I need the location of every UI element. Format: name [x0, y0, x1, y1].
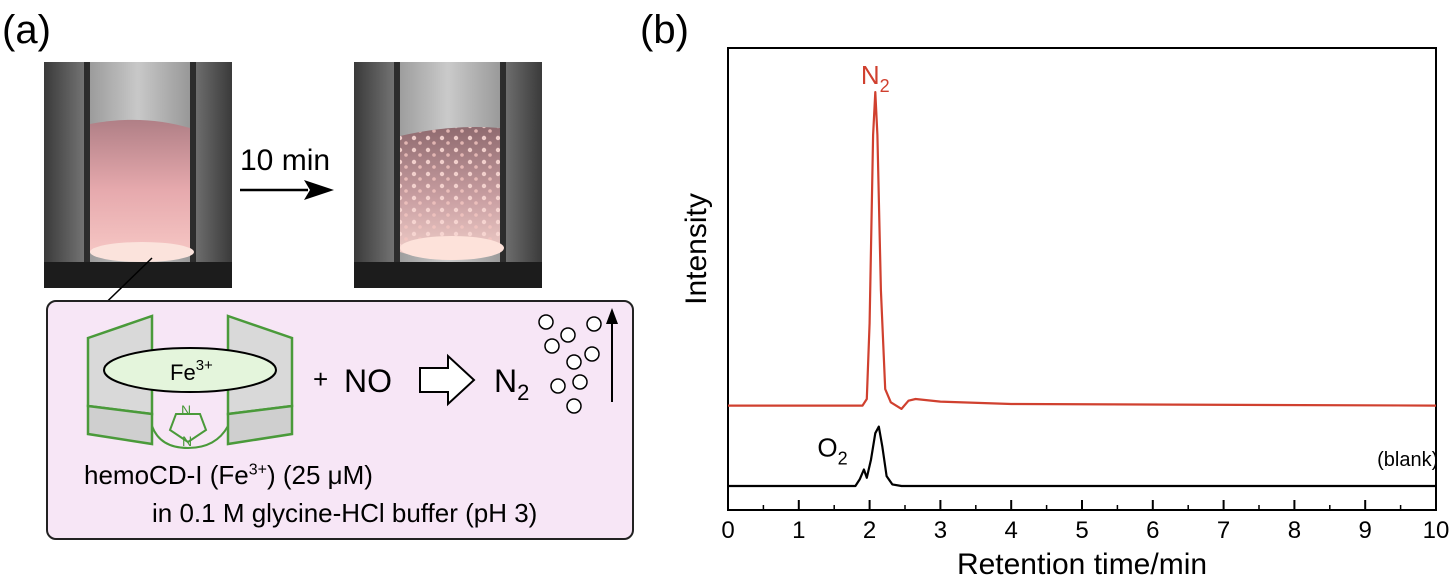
- caption-suffix: ) (25 μM): [266, 460, 373, 490]
- series-group: [728, 90, 1437, 488]
- imidazole-atom-top: N: [181, 402, 191, 418]
- rising-arrow-icon: [606, 308, 618, 402]
- x-tick-label: 0: [721, 517, 734, 544]
- trace-label: (blank): [1377, 449, 1438, 471]
- product-symbol: N: [494, 363, 517, 399]
- reaction-arrow-icon: [419, 353, 476, 407]
- reaction-scheme-box: N N Fe3+ + NO N2 hemoCD-I (Fe3+) (25 μM)…: [46, 300, 634, 540]
- x-tick-label: 7: [1217, 517, 1230, 544]
- iron-ion-label: Fe3+: [170, 357, 213, 385]
- x-tick-label: 4: [1005, 517, 1018, 544]
- plus-sign: +: [313, 364, 328, 394]
- iron-symbol: Fe: [170, 360, 196, 385]
- imidazole-atom-bottom: N: [182, 433, 192, 449]
- reactant-no: NO: [344, 363, 392, 399]
- peak-label: O2: [817, 432, 847, 468]
- iron-charge: 3+: [196, 357, 213, 374]
- sample-trace: [728, 90, 1437, 410]
- annotations-group: N2 O2 (blank): [817, 60, 1438, 471]
- vial-photo-before: [44, 62, 232, 288]
- caption-superscript: 3+: [248, 461, 267, 479]
- cyclodextrin-cage-icon: N N: [86, 314, 294, 450]
- caption-prefix: hemoCD-I (Fe: [84, 460, 249, 490]
- product-n2: N2: [494, 363, 529, 405]
- time-label: 10 min: [240, 144, 331, 177]
- x-tick-label: 9: [1359, 517, 1372, 544]
- blank-trace: [728, 425, 1436, 488]
- x-axis-ticks: 0 1 2 3 4 5 6 7 8 9 10: [721, 500, 1449, 544]
- x-tick-label: 10: [1423, 517, 1450, 544]
- caption-line-2: in 0.1 M glycine-HCl buffer (pH 3): [152, 498, 538, 528]
- y-axis-label: Intensity: [680, 193, 713, 305]
- caption-line-1: hemoCD-I (Fe3+) (25 μM): [84, 460, 373, 491]
- x-axis-label: Retention time/min: [957, 548, 1207, 581]
- panel-b-label: (b): [640, 8, 689, 52]
- panel-a-label: (a): [2, 8, 51, 52]
- x-tick-label: 6: [1146, 517, 1159, 544]
- x-tick-label: 8: [1288, 517, 1301, 544]
- time-arrow: [240, 180, 334, 200]
- x-tick-label: 3: [934, 517, 947, 544]
- gas-bubbles-icon: [538, 314, 602, 414]
- x-tick-label: 1: [792, 517, 805, 544]
- x-tick-label: 2: [863, 517, 876, 544]
- x-tick-label: 5: [1075, 517, 1088, 544]
- product-subscript: 2: [517, 380, 529, 405]
- peak-label: N2: [861, 60, 890, 96]
- vial-photo-after: [354, 62, 542, 288]
